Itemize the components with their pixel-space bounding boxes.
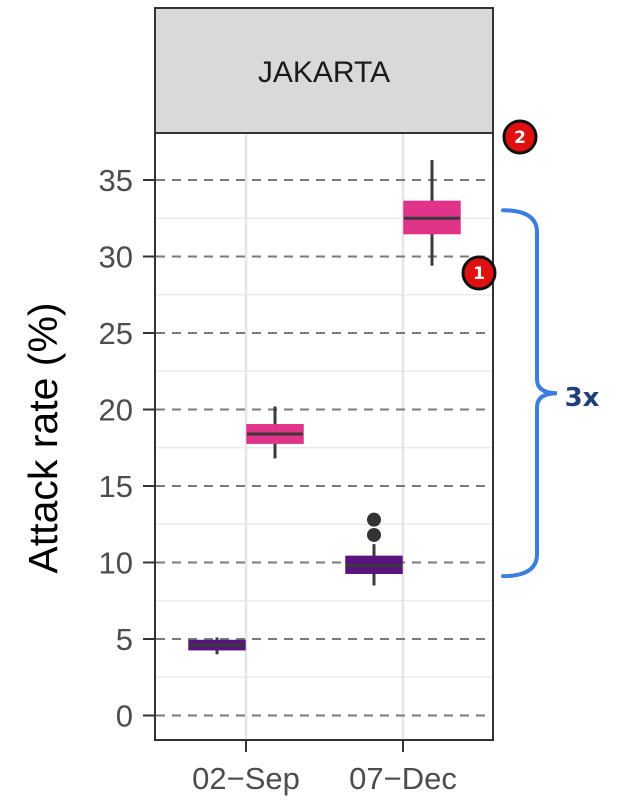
y-tick-label: 15 [99,469,133,504]
y-tick-label: 0 [116,699,133,734]
y-tick-label: 25 [99,316,133,351]
badge-2-label: 2 [514,128,526,148]
badge-1-circle [461,255,497,291]
y-tick-label: 35 [99,163,133,198]
facet-title: JAKARTA [258,56,390,89]
box [246,406,304,459]
y-axis-title: Attack rate (%) [20,302,66,573]
box-layer [188,160,461,655]
bracket-label: 3x [565,383,600,413]
axis-layer: 0 5 10 15 20 25 30 35 02−Sep 07−Dec [99,163,457,796]
box [345,512,403,586]
bracket-brace [501,208,558,579]
badge-2: 2 [502,119,538,155]
facet-strip [154,7,494,134]
grid-layer [156,134,492,739]
badge-2-circle [502,119,538,155]
badge-1: 1 [461,255,497,291]
badge-1-label: 1 [473,264,485,284]
box-outlier [367,527,381,542]
box-outlier [367,512,381,527]
box [403,160,461,266]
x-tick-label: 07−Dec [349,761,457,796]
box [188,637,246,655]
y-tick-label: 10 [99,546,133,581]
y-tick-label: 30 [99,240,133,275]
y-tick-label: 5 [116,622,133,657]
x-tick-label: 02−Sep [192,761,300,796]
y-tick-label: 20 [99,393,133,428]
